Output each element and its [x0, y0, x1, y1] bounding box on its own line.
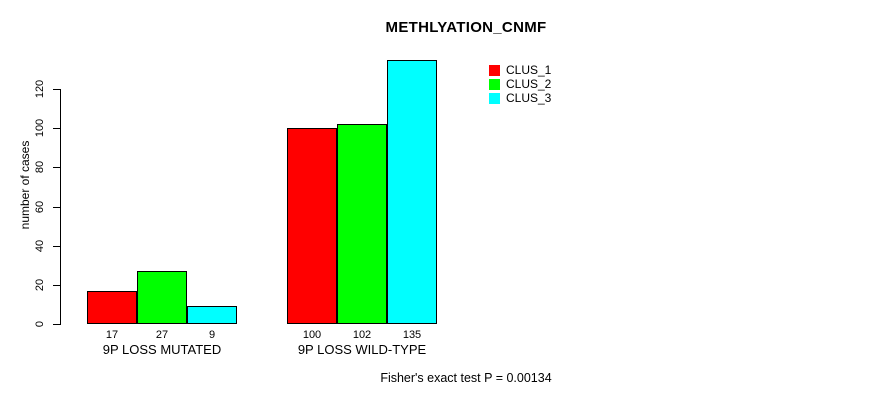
group-label: 9P LOSS MUTATED: [102, 342, 222, 357]
legend-label: CLUS_2: [506, 77, 552, 91]
legend-label: CLUS_1: [506, 63, 552, 77]
y-tick-label: 60: [34, 200, 46, 213]
y-tick: [53, 324, 60, 325]
legend-item: CLUS_3: [489, 91, 551, 105]
bar-value-label: 100: [302, 329, 322, 341]
legend-item: CLUS_2: [489, 77, 551, 91]
bar-value-label: 27: [155, 329, 169, 341]
chart-title: METHLYATION_CNMF: [385, 19, 547, 36]
bar-value-label: 17: [105, 329, 119, 341]
legend: CLUS_1 CLUS_2 CLUS_3: [489, 63, 551, 105]
y-tick: [53, 284, 60, 286]
y-axis-line: [60, 89, 61, 325]
y-axis-label: number of cases: [18, 140, 32, 230]
legend-swatch: [489, 92, 500, 104]
legend-item: CLUS_1: [489, 63, 551, 77]
bar-clus_1-1: [87, 290, 137, 324]
y-tick: [53, 167, 60, 169]
y-tick-label: 20: [34, 278, 46, 291]
bar-clus_2-1: [137, 271, 187, 324]
bar-value-label: 9: [208, 329, 216, 341]
bar-clus_2-2: [337, 124, 387, 324]
legend-swatch: [489, 64, 500, 76]
bar-clus_1-2: [287, 128, 337, 324]
y-tick-label: 40: [34, 239, 46, 252]
y-tick: [53, 128, 60, 130]
y-tick-label: 80: [34, 161, 46, 174]
y-tick-label: 120: [34, 79, 46, 99]
y-tick-label: 0: [34, 320, 46, 328]
y-tick: [53, 245, 60, 247]
bar-clus_3-2: [387, 59, 437, 324]
legend-label: CLUS_3: [506, 91, 552, 105]
y-tick: [53, 206, 60, 208]
footer-caption: Fisher's exact test P = 0.00134: [380, 371, 552, 385]
legend-swatch: [489, 78, 500, 90]
bar-value-label: 102: [352, 329, 372, 341]
y-tick: [53, 89, 60, 90]
group-label: 9P LOSS WILD-TYPE: [297, 342, 427, 357]
bar-value-label: 135: [402, 329, 422, 341]
bar-clus_3-1: [187, 306, 237, 324]
y-tick-label: 100: [34, 118, 46, 138]
